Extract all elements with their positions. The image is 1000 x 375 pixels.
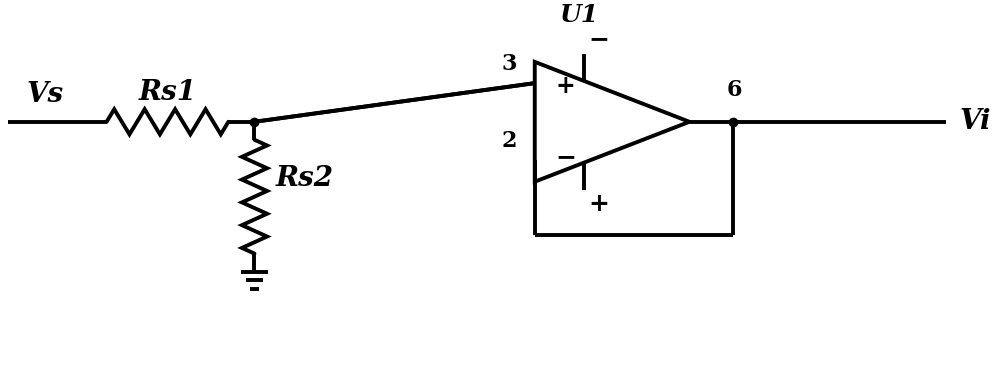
Text: +: + bbox=[588, 192, 609, 216]
Text: +: + bbox=[556, 74, 576, 98]
Text: Rs2: Rs2 bbox=[276, 165, 334, 192]
Text: U1: U1 bbox=[560, 3, 599, 27]
Text: 3: 3 bbox=[502, 53, 517, 75]
Text: −: − bbox=[588, 27, 609, 51]
Text: −: − bbox=[555, 146, 576, 170]
Text: Rs1: Rs1 bbox=[139, 79, 197, 106]
Text: Vi: Vi bbox=[960, 108, 992, 135]
Text: Vs: Vs bbox=[26, 81, 63, 108]
Text: 2: 2 bbox=[502, 130, 517, 152]
Text: 6: 6 bbox=[727, 78, 743, 101]
